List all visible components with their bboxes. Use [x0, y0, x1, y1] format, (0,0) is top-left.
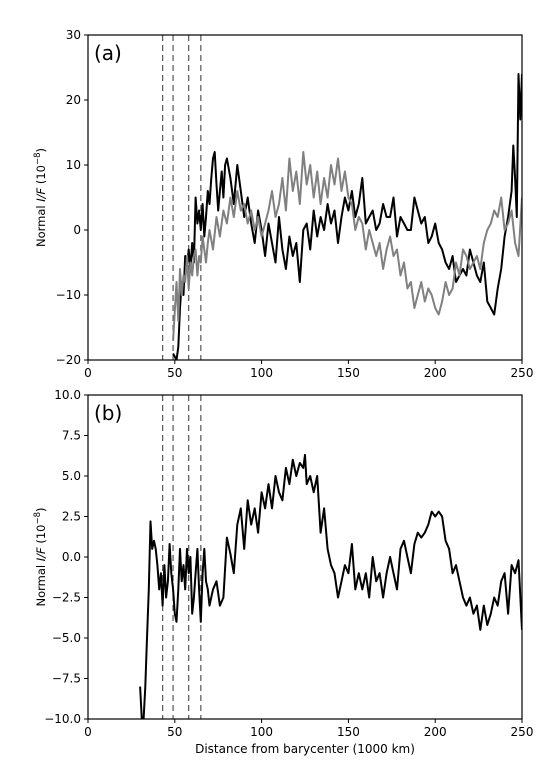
- y-tick-label: 2.5: [62, 510, 81, 524]
- panel-b-chart: (b) Normal I/F (10−8) Distance from bary…: [33, 388, 533, 756]
- plot-frame: [87, 34, 523, 361]
- panel-a-series-line-2: [172, 151, 522, 341]
- panel-a-series-line-1: [172, 73, 522, 360]
- y-tick-label: 10: [66, 158, 81, 172]
- x-tick-label: 100: [250, 366, 273, 380]
- x-tick-label: 50: [167, 725, 182, 739]
- x-tick-label: 50: [167, 366, 182, 380]
- x-tick-label: 150: [337, 725, 360, 739]
- plot-frame: [87, 394, 523, 720]
- x-tick-label: 0: [84, 366, 92, 380]
- y-tick-label: −10.0: [44, 712, 81, 726]
- y-tick-label: −20: [56, 353, 81, 367]
- panel-a-label: (a): [94, 41, 122, 65]
- y-tick-label: −10: [56, 288, 81, 302]
- y-tick-label: −5.0: [52, 631, 81, 645]
- y-tick-label: 5.0: [62, 469, 81, 483]
- y-tick-label: 30: [66, 28, 81, 42]
- x-tick-label: 0: [84, 725, 92, 739]
- x-tick-label: 250: [511, 725, 534, 739]
- x-tick-label: 200: [424, 366, 447, 380]
- panel-a-ylabel: Normal I/F (10−8): [33, 148, 48, 247]
- panel-b-label: (b): [94, 401, 122, 425]
- y-tick-label: −7.5: [52, 672, 81, 686]
- panel-b-series-line-1: [139, 453, 522, 719]
- y-tick-label: 10.0: [54, 388, 81, 402]
- x-tick-label: 250: [511, 366, 534, 380]
- y-tick-label: 20: [66, 93, 81, 107]
- panel-b-ylabel: Normal I/F (10−8): [33, 508, 48, 607]
- y-tick-label: −2.5: [52, 591, 81, 605]
- x-tick-label: 150: [337, 366, 360, 380]
- y-tick-label: 0: [73, 223, 81, 237]
- panel-a-chart: (a) Normal I/F (10−8) 0 50 100 150 200 250−20…: [33, 28, 533, 380]
- y-tick-label: 0.0: [62, 550, 81, 564]
- y-tick-label: 7.5: [62, 429, 81, 443]
- x-tick-label: 100: [250, 725, 273, 739]
- x-tick-label: 200: [424, 725, 447, 739]
- x-axis-label: Distance from barycenter (1000 km): [195, 742, 415, 756]
